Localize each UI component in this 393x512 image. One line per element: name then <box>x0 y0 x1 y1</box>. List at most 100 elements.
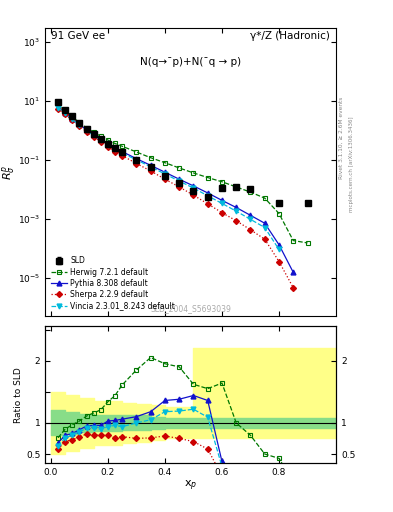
Sherpa 2.2.9 default <box>277 259 281 265</box>
Pythia 8.308 default <box>63 110 68 116</box>
Sherpa 2.2.9 default <box>234 218 239 224</box>
Sherpa 2.2.9 default <box>206 201 210 207</box>
Herwig 7.2.1 default <box>56 102 61 109</box>
Pythia 8.308 default <box>134 156 139 162</box>
Herwig 7.2.1 default <box>191 170 196 176</box>
Herwig 7.2.1 default <box>305 240 310 246</box>
Vincia 2.3.01_8.243 default <box>220 200 224 206</box>
Sherpa 2.2.9 default <box>163 176 167 182</box>
Sherpa 2.2.9 default <box>191 192 196 198</box>
Pythia 8.308 default <box>84 127 89 133</box>
Vincia 2.3.01_8.243 default <box>248 216 253 222</box>
Vincia 2.3.01_8.243 default <box>56 104 61 111</box>
Herwig 7.2.1 default <box>106 137 110 143</box>
Sherpa 2.2.9 default <box>91 134 96 140</box>
Pythia 8.308 default <box>263 220 267 226</box>
Line: Herwig 7.2.1 default: Herwig 7.2.1 default <box>55 103 310 245</box>
Sherpa 2.2.9 default <box>106 144 110 150</box>
Herwig 7.2.1 default <box>91 129 96 135</box>
Pythia 8.308 default <box>91 132 96 138</box>
Herwig 7.2.1 default <box>98 133 103 139</box>
Text: 91 GeV ee: 91 GeV ee <box>51 31 105 41</box>
Y-axis label: Ratio to SLD: Ratio to SLD <box>14 367 23 423</box>
Sherpa 2.2.9 default <box>134 160 139 166</box>
Legend: SLD, Herwig 7.2.1 default, Pythia 8.308 default, Sherpa 2.2.9 default, Vincia 2.: SLD, Herwig 7.2.1 default, Pythia 8.308 … <box>49 255 177 312</box>
Pythia 8.308 default <box>206 190 210 196</box>
Pythia 8.308 default <box>163 169 167 175</box>
Herwig 7.2.1 default <box>248 189 253 195</box>
Sherpa 2.2.9 default <box>291 285 296 291</box>
Pythia 8.308 default <box>177 176 182 182</box>
Sherpa 2.2.9 default <box>84 129 89 135</box>
Pythia 8.308 default <box>77 121 82 127</box>
Herwig 7.2.1 default <box>291 238 296 244</box>
Herwig 7.2.1 default <box>277 210 281 217</box>
Pythia 8.308 default <box>220 197 224 203</box>
Vincia 2.3.01_8.243 default <box>70 116 75 122</box>
Vincia 2.3.01_8.243 default <box>113 145 118 152</box>
Pythia 8.308 default <box>234 204 239 210</box>
Herwig 7.2.1 default <box>263 195 267 201</box>
Text: N(q→¯p)+N(¯q → p): N(q→¯p)+N(¯q → p) <box>140 57 241 67</box>
Sherpa 2.2.9 default <box>248 227 253 233</box>
Pythia 8.308 default <box>191 183 196 189</box>
Sherpa 2.2.9 default <box>113 148 118 155</box>
Herwig 7.2.1 default <box>163 160 167 166</box>
Line: Sherpa 2.2.9 default: Sherpa 2.2.9 default <box>56 106 295 290</box>
Pythia 8.308 default <box>113 144 118 151</box>
Vincia 2.3.01_8.243 default <box>84 127 89 134</box>
Vincia 2.3.01_8.243 default <box>177 178 182 184</box>
Sherpa 2.2.9 default <box>98 138 103 144</box>
Pythia 8.308 default <box>70 116 75 122</box>
Line: Vincia 2.3.01_8.243 default: Vincia 2.3.01_8.243 default <box>55 105 281 252</box>
Vincia 2.3.01_8.243 default <box>234 208 239 214</box>
X-axis label: x$_p$: x$_p$ <box>184 479 197 493</box>
Herwig 7.2.1 default <box>234 184 239 190</box>
Pythia 8.308 default <box>106 140 110 146</box>
Vincia 2.3.01_8.243 default <box>63 110 68 116</box>
Pythia 8.308 default <box>98 136 103 142</box>
Vincia 2.3.01_8.243 default <box>163 171 167 177</box>
Herwig 7.2.1 default <box>120 143 125 150</box>
Vincia 2.3.01_8.243 default <box>98 137 103 143</box>
Pythia 8.308 default <box>120 148 125 155</box>
Sherpa 2.2.9 default <box>220 209 224 216</box>
Herwig 7.2.1 default <box>134 149 139 155</box>
Line: Pythia 8.308 default: Pythia 8.308 default <box>55 104 296 275</box>
Text: γ*/Z (Hadronic): γ*/Z (Hadronic) <box>250 31 330 41</box>
Vincia 2.3.01_8.243 default <box>120 150 125 156</box>
Text: SLD_2004_S5693039: SLD_2004_S5693039 <box>150 304 231 313</box>
Text: mcplots.cern.ch [arXiv:1306.3436]: mcplots.cern.ch [arXiv:1306.3436] <box>349 116 354 211</box>
Herwig 7.2.1 default <box>220 179 224 185</box>
Herwig 7.2.1 default <box>113 140 118 146</box>
Vincia 2.3.01_8.243 default <box>91 132 96 138</box>
Pythia 8.308 default <box>148 162 153 168</box>
Herwig 7.2.1 default <box>206 175 210 181</box>
Sherpa 2.2.9 default <box>263 236 267 242</box>
Herwig 7.2.1 default <box>63 108 68 114</box>
Vincia 2.3.01_8.243 default <box>77 122 82 128</box>
Vincia 2.3.01_8.243 default <box>206 193 210 199</box>
Sherpa 2.2.9 default <box>63 112 68 118</box>
Sherpa 2.2.9 default <box>148 168 153 174</box>
Sherpa 2.2.9 default <box>77 123 82 129</box>
Sherpa 2.2.9 default <box>70 117 75 123</box>
Pythia 8.308 default <box>277 242 281 248</box>
Vincia 2.3.01_8.243 default <box>106 141 110 147</box>
Sherpa 2.2.9 default <box>120 153 125 159</box>
Text: Rivet 3.1.10, ≥ 2.6M events: Rivet 3.1.10, ≥ 2.6M events <box>339 97 344 179</box>
Pythia 8.308 default <box>56 103 61 110</box>
Vincia 2.3.01_8.243 default <box>277 246 281 252</box>
Sherpa 2.2.9 default <box>56 105 61 112</box>
Pythia 8.308 default <box>248 212 253 219</box>
Pythia 8.308 default <box>291 269 296 275</box>
Herwig 7.2.1 default <box>84 125 89 131</box>
Vincia 2.3.01_8.243 default <box>148 164 153 170</box>
Vincia 2.3.01_8.243 default <box>263 224 267 230</box>
Y-axis label: $R^p_\sigma$: $R^p_\sigma$ <box>0 164 17 180</box>
Sherpa 2.2.9 default <box>177 184 182 190</box>
Herwig 7.2.1 default <box>177 165 182 171</box>
Herwig 7.2.1 default <box>77 119 82 125</box>
Herwig 7.2.1 default <box>70 114 75 120</box>
Vincia 2.3.01_8.243 default <box>191 185 196 191</box>
